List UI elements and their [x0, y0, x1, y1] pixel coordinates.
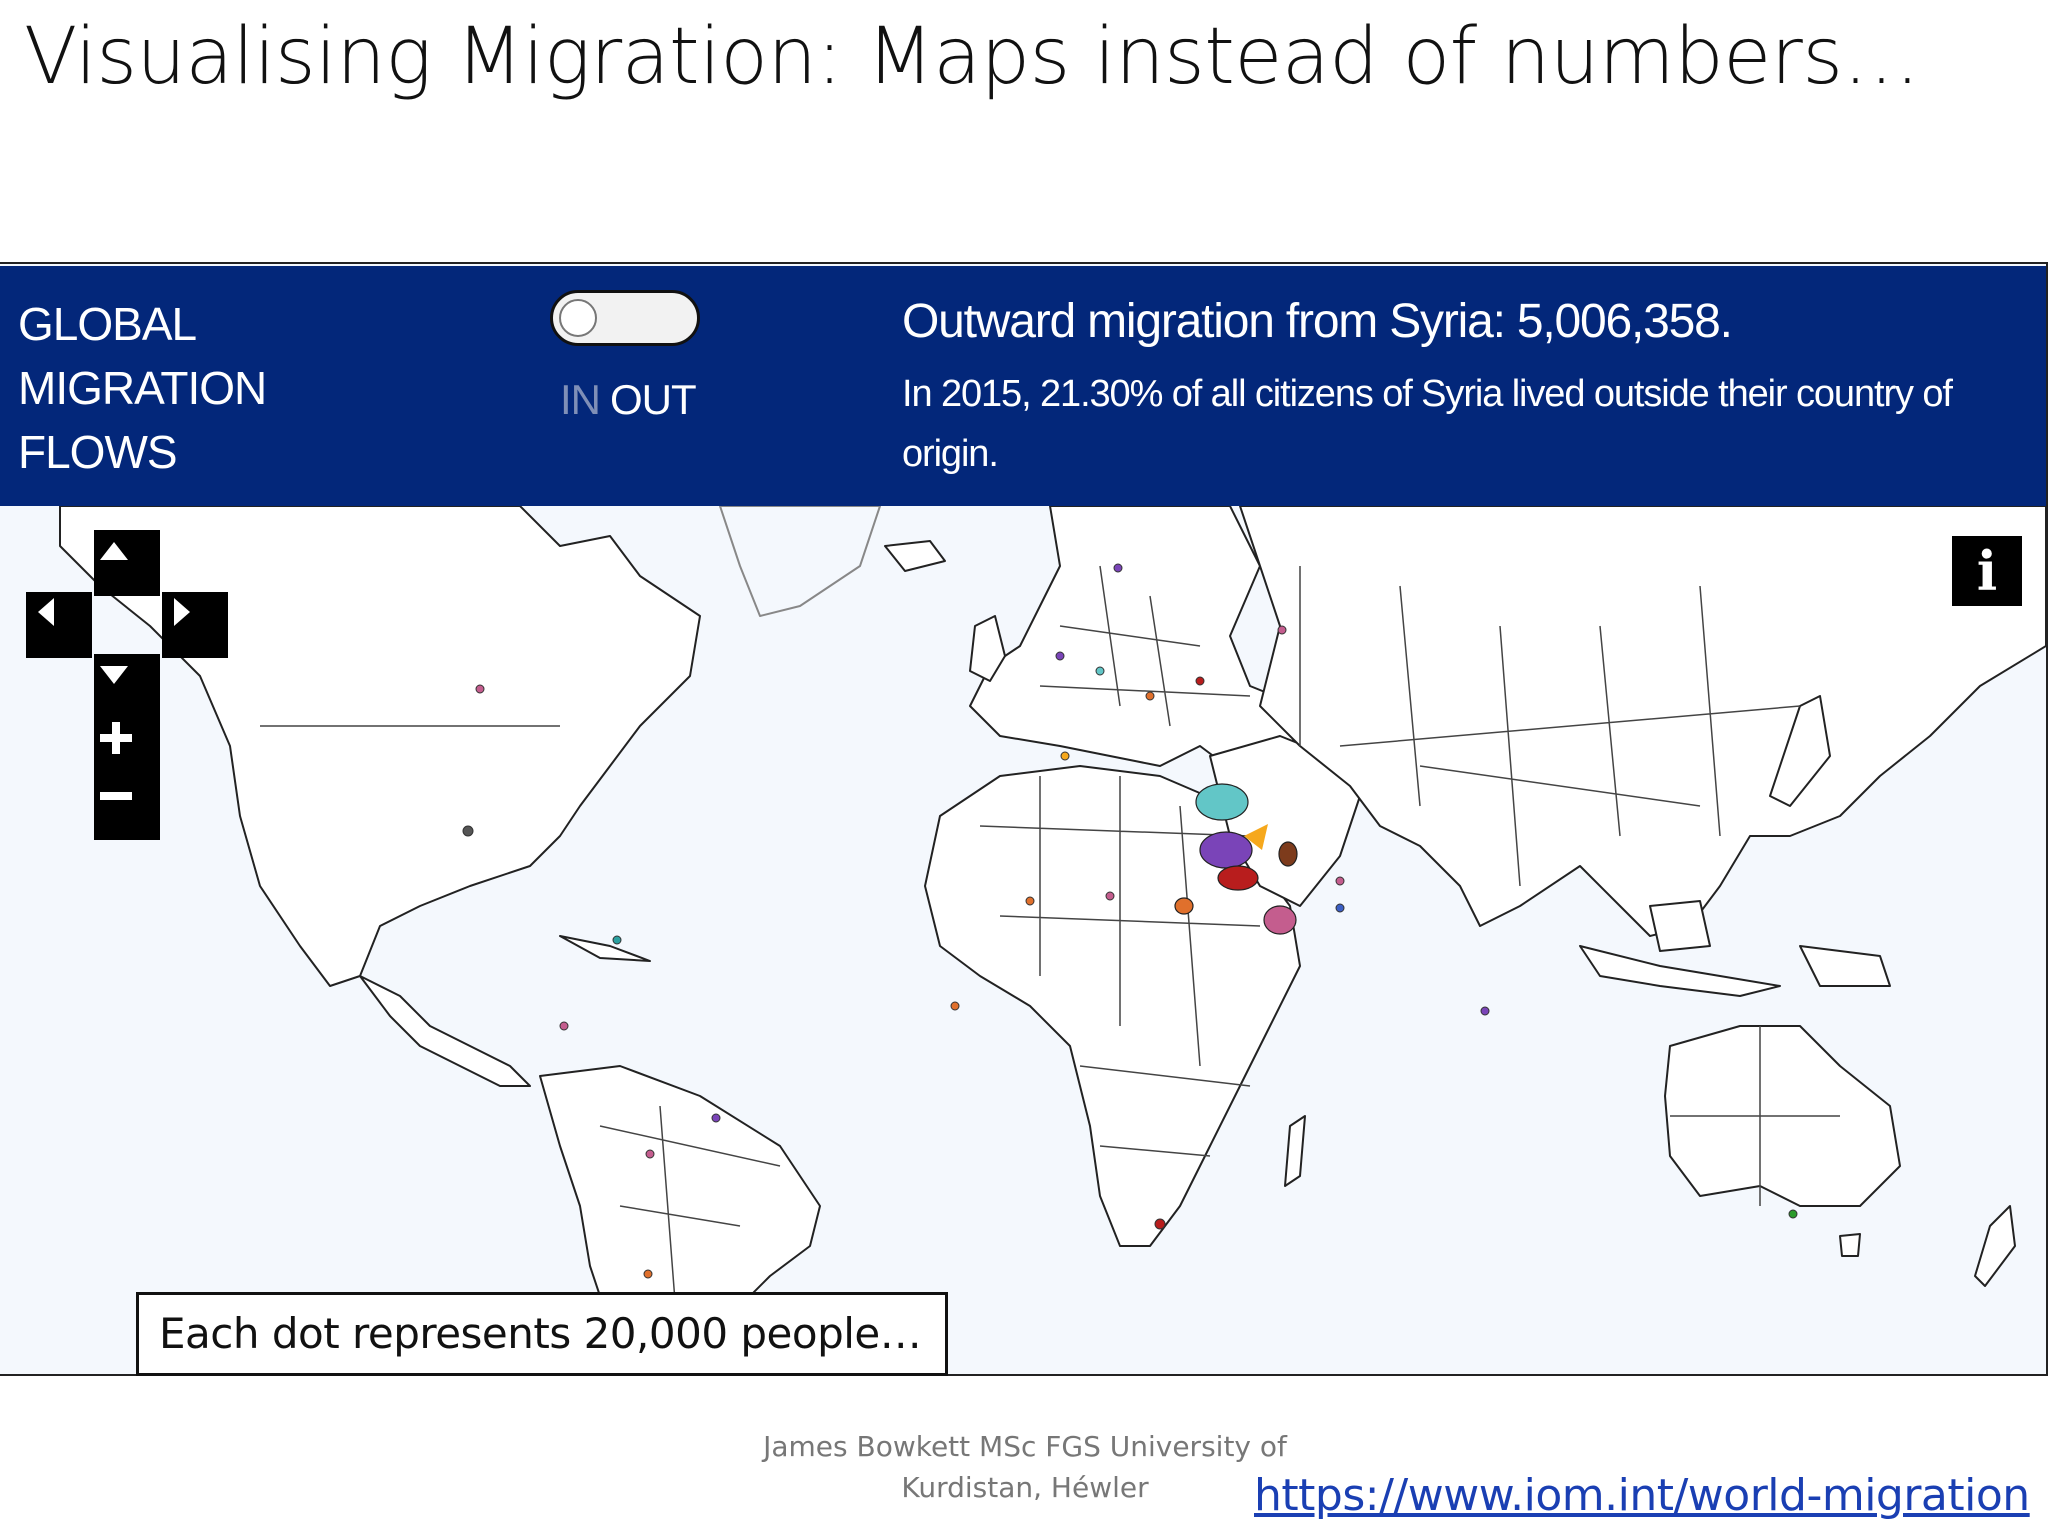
brand-line-3: FLOWS	[18, 426, 178, 478]
dot-austria	[1145, 691, 1155, 701]
dot-netherlands	[1055, 651, 1065, 661]
app-header: GLOBAL MIGRATION FLOWS IN OUT Outward mig…	[0, 266, 2046, 506]
triangle-down-icon	[100, 666, 128, 684]
dot-india	[1480, 1006, 1490, 1016]
dot-bolivia	[645, 1149, 655, 1159]
madagascar-landmass	[1284, 1115, 1306, 1187]
credit-line-2: Kurdistan, Héwler	[901, 1471, 1149, 1504]
dot-hungary	[1195, 676, 1205, 686]
dot-argentina	[643, 1269, 653, 1279]
cluster-egypt	[1174, 897, 1194, 915]
toggle-labels: IN OUT	[560, 376, 697, 424]
world-map-svg[interactable]	[0, 506, 2046, 1374]
dot-kuwait	[1335, 876, 1345, 886]
migration-headline: Outward migration from Syria: 5,006,358.	[902, 295, 1733, 348]
pan-down-button[interactable]	[94, 654, 160, 720]
dot-canada	[475, 684, 485, 694]
dot-west-africa	[950, 1001, 960, 1011]
indonesia-islands	[1579, 945, 1781, 997]
triangle-left-icon	[38, 598, 54, 626]
plus-icon	[100, 722, 132, 754]
dot-libya	[1105, 891, 1115, 901]
asia-landmass	[1239, 506, 2046, 937]
pan-up-button[interactable]	[94, 530, 160, 596]
triangle-right-icon	[174, 598, 190, 626]
dot-uae	[1335, 903, 1345, 913]
syria-highlight	[1244, 824, 1268, 850]
dot-caribbean	[612, 935, 622, 945]
pan-left-button[interactable]	[26, 592, 92, 658]
credit-line-1: James Bowkett MSc FGS University of	[763, 1430, 1287, 1463]
dot-legend-note: Each dot represents 20,000 people…	[136, 1292, 948, 1376]
dot-spain	[1060, 751, 1070, 761]
cluster-iraq	[1278, 841, 1298, 867]
tasmania-landmass	[1839, 1233, 1861, 1257]
uk-landmass	[969, 615, 1006, 682]
migration-subline: In 2015, 21.30% of all citizens of Syria…	[902, 373, 1953, 475]
info-icon: i	[1976, 539, 1998, 603]
slide-title: Visualising Migration: Maps instead of n…	[24, 12, 1921, 102]
toggle-out-label[interactable]: OUT	[610, 376, 697, 423]
toggle-knob	[559, 299, 597, 337]
new-zealand-landmass	[1974, 1205, 2016, 1287]
dot-australia	[1788, 1209, 1798, 1219]
brand-line-1: GLOBAL	[18, 298, 197, 350]
dot-colombia	[559, 1021, 569, 1031]
world-map[interactable]: i	[0, 506, 2046, 1374]
iom-source-link[interactable]: https://www.iom.int/world-migration	[1254, 1470, 2030, 1521]
in-out-toggle[interactable]	[550, 290, 700, 346]
toggle-in-label[interactable]: IN	[560, 376, 601, 423]
central-america-landmass	[359, 975, 531, 1087]
greenland-landmass	[719, 506, 881, 617]
caribbean-islands	[559, 935, 651, 962]
africa-landmass	[924, 765, 1301, 1247]
zoom-in-button[interactable]	[94, 716, 160, 782]
app-brand: GLOBAL MIGRATION FLOWS	[18, 292, 267, 484]
migration-map-app: GLOBAL MIGRATION FLOWS IN OUT Outward mig…	[0, 262, 2048, 1376]
cluster-saudi-arabia	[1263, 905, 1297, 935]
dot-russia	[1277, 625, 1287, 635]
author-credit: James Bowkett MSc FGS University of Kurd…	[740, 1426, 1310, 1508]
info-button[interactable]: i	[1952, 536, 2022, 606]
europe-landmass	[969, 506, 1301, 777]
triangle-up-icon	[100, 542, 128, 560]
cluster-jordan	[1217, 865, 1259, 891]
dot-germany	[1095, 666, 1105, 676]
brand-line-2: MIGRATION	[18, 362, 267, 414]
pan-right-button[interactable]	[162, 592, 228, 658]
dot-usa	[462, 825, 474, 837]
dot-sweden	[1113, 563, 1123, 573]
dot-brazil	[711, 1113, 721, 1123]
iceland-landmass	[884, 540, 946, 572]
dot-south-africa	[1154, 1218, 1166, 1230]
new-guinea-landmass	[1799, 945, 1891, 987]
minus-icon	[100, 792, 132, 800]
cluster-lebanon	[1199, 831, 1253, 869]
cluster-turkey	[1195, 783, 1249, 821]
japan-landmass	[1769, 695, 1831, 807]
dot-algeria	[1025, 896, 1035, 906]
borneo-landmass	[1649, 900, 1711, 952]
zoom-out-button[interactable]	[94, 774, 160, 840]
